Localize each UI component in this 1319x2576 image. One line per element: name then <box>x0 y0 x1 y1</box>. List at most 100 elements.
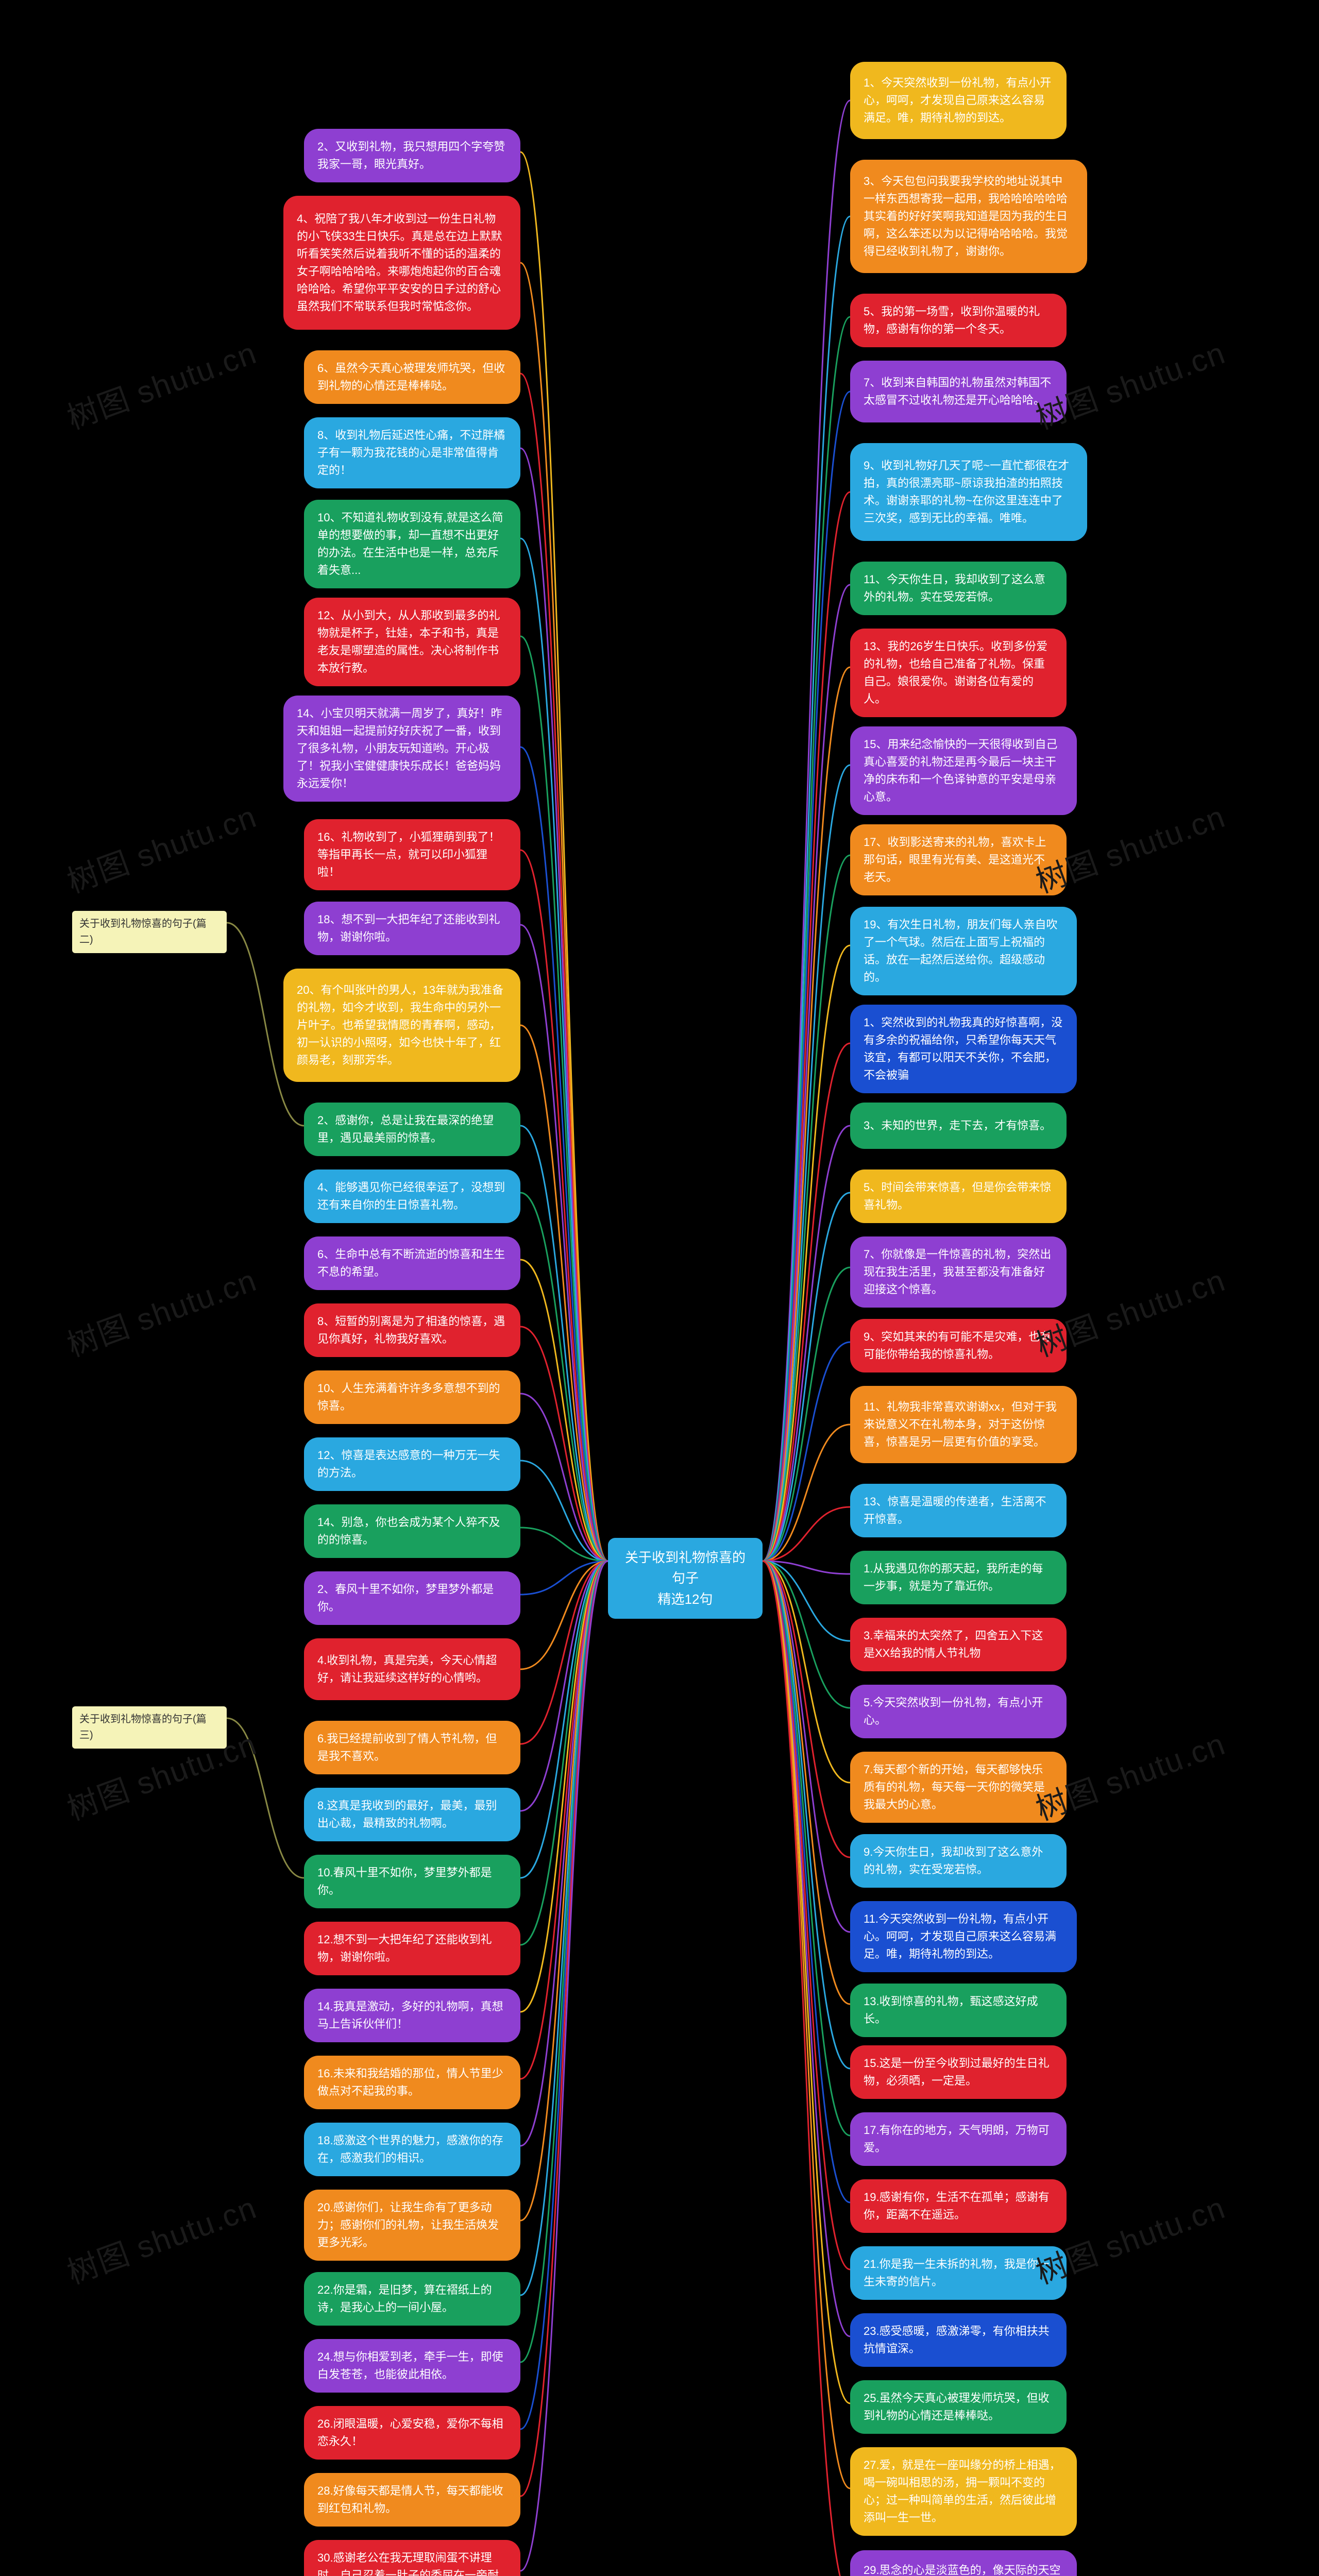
edge <box>520 1561 608 2295</box>
mindmap-node: 8.这真是我收到的最好，最美，最别出心裁，最精致的礼物啊。 <box>304 1788 520 1841</box>
node-text: 4、能够遇见你已经很幸运了，没想到还有来自你的生日惊喜礼物。 <box>317 1179 507 1214</box>
node-text: 25.虽然今天真心被理发师坑哭，但收到礼物的心情还是棒棒哒。 <box>864 2389 1053 2425</box>
mindmap-node: 15、用来纪念愉快的一天很得收到自己真心喜爱的礼物还是再今最后一块主干净的床布和… <box>850 726 1077 815</box>
mindmap-node: 6.我已经提前收到了情人节礼物，但是我不喜欢。 <box>304 1721 520 1774</box>
mindmap-node: 11、今天你生日，我却收到了这么意外的礼物。实在受宠若惊。 <box>850 562 1067 615</box>
node-text: 10、人生充满着许许多多意想不到的惊喜。 <box>317 1380 507 1415</box>
node-text: 29.思念的心是淡蓝色的，像天际的天空那么久远，思念的心有一天比一天亮，一天比一… <box>864 2562 1063 2576</box>
node-text: 2、春风十里不如你，梦里梦外都是你。 <box>317 1581 507 1616</box>
mindmap-node: 13、惊喜是温暖的传递者，生活离不开惊喜。 <box>850 1484 1067 1537</box>
mindmap-node: 7、你就像是一件惊喜的礼物，突然出现在我生活里，我甚至都没有准备好迎接这个惊喜。 <box>850 1236 1067 1308</box>
node-text: 6、生命中总有不断流逝的惊喜和生生不息的希望。 <box>317 1246 507 1281</box>
mindmap-node: 6、虽然今天真心被理发师坑哭，但收到礼物的心情还是棒棒哒。 <box>304 350 520 404</box>
mindmap-node: 11、礼物我非常喜欢谢谢xx，但对于我来说意义不在礼物本身，对于这份惊喜，惊喜是… <box>850 1386 1077 1463</box>
edge <box>763 1561 850 2202</box>
mindmap-node: 22.你是霜，是旧梦，算在褶纸上的诗，是我心上的一间小屋。 <box>304 2272 520 2326</box>
node-text: 6、虽然今天真心被理发师坑哭，但收到礼物的心情还是棒棒哒。 <box>317 360 507 395</box>
edge <box>763 1561 850 2488</box>
mindmap-node: 14.我真是激动，多好的礼物啊，真想马上告诉伙伴们！ <box>304 1989 520 2042</box>
node-text: 12、从小到大，从人那收到最多的礼物就是杯子，钍娃，本子和书，真是老友是哪塑造的… <box>317 607 507 677</box>
edge <box>520 1561 608 2221</box>
mindmap-node: 1、突然收到的礼物我真的好惊喜啊，没有多余的祝福给你，只希望你每天天气该宜，有都… <box>850 1005 1077 1093</box>
mindmap-node: 27.爱，就是在一座叫缘分的桥上相遇，喝一碗叫相思的汤，拥一颗叫不变的心；过一种… <box>850 2447 1077 2536</box>
node-text: 23.感受感暖，感激涕零，有你相扶共抗情谊深。 <box>864 2323 1053 2358</box>
mindmap-node: 4、祝陪了我八年才收到过一份生日礼物的小飞侠33生日快乐。真是总在边上默默听看笑… <box>283 196 520 330</box>
mindmap-node: 3.幸福来的太突然了，四舍五入下这是XX给我的情人节礼物 <box>850 1618 1067 1671</box>
node-text: 8、收到礼物后延迟性心痛，不过胖橘子有一颗为我花钱的心是非常值得肯定的！ <box>317 427 507 479</box>
node-text: 4、祝陪了我八年才收到过一份生日礼物的小飞侠33生日快乐。真是总在边上默默听看笑… <box>297 210 507 316</box>
node-text: 20.感谢你们，让我生命有了更多动力；感谢你们的礼物，让我生活焕发更多光彩。 <box>317 2199 507 2251</box>
edge <box>520 1561 608 2496</box>
node-text: 5.今天突然收到一份礼物，有点小开心。 <box>864 1694 1053 1729</box>
mindmap-node: 21.你是我一生未拆的礼物，我是你一生未寄的信片。 <box>850 2246 1067 2300</box>
node-text: 11、今天你生日，我却收到了这么意外的礼物。实在受宠若惊。 <box>864 571 1053 606</box>
mindmap-node: 15.这是一份至今收到过最好的生日礼物，必须晒，一定是。 <box>850 2045 1067 2099</box>
node-text: 1、突然收到的礼物我真的好惊喜啊，没有多余的祝福给你，只希望你每天天气该宜，有都… <box>864 1014 1063 1084</box>
mindmap-node: 20、有个叫张叶的男人，13年就为我准备的礼物，如今才收到，我生命中的另外一片叶… <box>283 969 520 1082</box>
mindmap-node: 10、不知道礼物收到没有,就是这么简单的想要做的事，却一直想不出更好的办法。在生… <box>304 500 520 588</box>
mindmap-node: 14、小宝贝明天就满一周岁了，真好！昨天和姐姐一起提前好好庆祝了一番，收到了很多… <box>283 696 520 802</box>
mindmap-node: 7.每天都个新的开始，每天都够快乐质有的礼物，每天每一天你的微笑是我最大的心意。 <box>850 1752 1067 1823</box>
mindmap-node: 18.感激这个世界的魅力，感激你的存在，感激我们的相识。 <box>304 2123 520 2176</box>
mindmap-node: 2、春风十里不如你，梦里梦外都是你。 <box>304 1571 520 1625</box>
node-text: 18、想不到一大把年纪了还能收到礼物，谢谢你啦。 <box>317 911 507 946</box>
node-text: 3、未知的世界，走下去，才有惊喜。 <box>864 1117 1051 1134</box>
node-text: 21.你是我一生未拆的礼物，我是你一生未寄的信片。 <box>864 2256 1053 2291</box>
section-label: 关于收到礼物惊喜的句子(篇二) <box>72 911 227 953</box>
mindmap-node: 3、未知的世界，走下去，才有惊喜。 <box>850 1103 1067 1149</box>
mindmap-node: 9、收到礼物好几天了呢~一直忙都很在才拍，真的很漂亮耶~原谅我拍渣的拍照技术。谢… <box>850 443 1087 541</box>
mindmap-node: 3、今天包包问我要我学校的地址说其中一样东西想寄我一起用，我哈哈哈哈哈哈其实着的… <box>850 160 1087 273</box>
node-text: 19、有次生日礼物，朋友们每人亲自吹了一个气球。然后在上面写上祝福的话。放在一起… <box>864 916 1063 986</box>
mindmap-node: 28.好像每天都是情人节，每天都能收到红包和礼物。 <box>304 2473 520 2527</box>
node-text: 28.好像每天都是情人节，每天都能收到红包和礼物。 <box>317 2482 507 2517</box>
node-text: 5、我的第一场雪，收到你温暖的礼物，感谢有你的第一个冬天。 <box>864 303 1053 338</box>
edge <box>763 1126 850 1561</box>
mindmap-node: 9、突如其来的有可能不是灾难，也有可能你带给我的惊喜礼物。 <box>850 1319 1067 1372</box>
mindmap-node: 14、别急，你也会成为某个人猝不及的的惊喜。 <box>304 1504 520 1558</box>
mindmap-node: 25.虽然今天真心被理发师坑哭，但收到礼物的心情还是棒棒哒。 <box>850 2380 1067 2434</box>
edge <box>520 1561 608 2362</box>
node-text: 18.感激这个世界的魅力，感激你的存在，感激我们的相识。 <box>317 2132 507 2167</box>
mindmap-node: 8、收到礼物后延迟性心痛，不过胖橘子有一颗为我花钱的心是非常值得肯定的！ <box>304 417 520 488</box>
node-text: 19.感谢有你，生活不在孤单；感谢有你，距离不在遥远。 <box>864 2189 1053 2224</box>
edge <box>520 1561 608 2012</box>
node-text: 13.收到惊喜的礼物，甄这感这好成长。 <box>864 1993 1053 2028</box>
node-text: 8、短暂的别离是为了相逢的惊喜，遇见你真好，礼物我好喜欢。 <box>317 1313 507 1348</box>
node-text: 16.未来和我结婚的那位，情人节里少做点对不起我的事。 <box>317 2065 507 2100</box>
mindmap-node: 7、收到来自韩国的礼物虽然对韩国不太感冒不过收礼物还是开心哈哈哈。 <box>850 361 1067 422</box>
center-label: 关于收到礼物惊喜的句子 精选12句 <box>621 1547 749 1609</box>
node-text: 17.有你在的地方，天气明朗，万物可爱。 <box>864 2122 1053 2157</box>
node-text: 14、别急，你也会成为某个人猝不及的的惊喜。 <box>317 1514 507 1549</box>
node-text: 10.春风十里不如你，梦里梦外都是你。 <box>317 1864 507 1899</box>
node-text: 1.从我遇见你的那天起，我所走的每一步事，就是为了靠近你。 <box>864 1560 1053 1595</box>
mindmap-node: 23.感受感暖，感激涕零，有你相扶共抗情谊深。 <box>850 2313 1067 2367</box>
node-text: 24.想与你相爱到老，牵手一生，即使白发苍苍，也能彼此相依。 <box>317 2348 507 2383</box>
mindmap-node: 4、能够遇见你已经很幸运了，没想到还有来自你的生日惊喜礼物。 <box>304 1170 520 1223</box>
mindmap-node: 9.今天你生日，我却收到了这么意外的礼物，实在受宠若惊。 <box>850 1834 1067 1888</box>
mindmap-node: 26.闭眼温暖，心爱安稳，爱你不每相恋永久！ <box>304 2406 520 2460</box>
edge <box>763 1561 850 2336</box>
mindmap-node: 18、想不到一大把年纪了还能收到礼物，谢谢你啦。 <box>304 902 520 955</box>
node-text: 11、礼物我非常喜欢谢谢xx，但对于我来说意义不在礼物本身，对于这份惊喜，惊喜是… <box>864 1398 1063 1451</box>
node-text: 4.收到礼物，真是完美，今天心情超好，请让我延续这样好的心情哟。 <box>317 1652 507 1687</box>
node-text: 13、惊喜是温暖的传递者，生活离不开惊喜。 <box>864 1493 1053 1528</box>
node-text: 9、突如其来的有可能不是灾难，也有可能你带给我的惊喜礼物。 <box>864 1328 1053 1363</box>
section-label: 关于收到礼物惊喜的句子(篇三) <box>72 1706 227 1749</box>
mindmap-node: 5、时间会带来惊喜，但是你会带来惊喜礼物。 <box>850 1170 1067 1223</box>
mindmap-node: 19、有次生日礼物，朋友们每人亲自吹了一个气球。然后在上面写上祝福的话。放在一起… <box>850 907 1077 995</box>
edge <box>763 216 850 1561</box>
node-text: 11.今天突然收到一份礼物，有点小开心。呵呵，才发现自己原来这么容易满足。唯，期… <box>864 1910 1063 1963</box>
mindmap-node: 12、惊喜是表达感意的一种万无一失的方法。 <box>304 1437 520 1491</box>
mindmap-node: 2、感谢你，总是让我在最深的绝望里，遇见最美丽的惊喜。 <box>304 1103 520 1156</box>
node-text: 14、小宝贝明天就满一周岁了，真好！昨天和姐姐一起提前好好庆祝了一番，收到了很多… <box>297 705 507 792</box>
edge <box>520 1561 608 1878</box>
mindmap-node: 10.春风十里不如你，梦里梦外都是你。 <box>304 1855 520 1908</box>
mindmap-node: 13、我的26岁生日快乐。收到多份爱的礼物，也给自己准备了礼物。保重自己。娘很爱… <box>850 629 1067 717</box>
edge <box>520 263 608 1561</box>
mindmap-node: 5、我的第一场雪，收到你温暖的礼物，感谢有你的第一个冬天。 <box>850 294 1067 347</box>
mindmap-node: 10、人生充满着许许多多意想不到的惊喜。 <box>304 1370 520 1424</box>
node-text: 14.我真是激动，多好的礼物啊，真想马上告诉伙伴们！ <box>317 1998 507 2033</box>
mindmap-node: 8、短暂的别离是为了相逢的惊喜，遇见你真好，礼物我好喜欢。 <box>304 1303 520 1357</box>
node-text: 15、用来纪念愉快的一天很得收到自己真心喜爱的礼物还是再今最后一块主干净的床布和… <box>864 736 1063 806</box>
mindmap-node: 30.感谢老公在我无理取闹蛋不讲理时，自己忍着一肚子的委屈在一旁耐心哄着我。 <box>304 2540 520 2576</box>
